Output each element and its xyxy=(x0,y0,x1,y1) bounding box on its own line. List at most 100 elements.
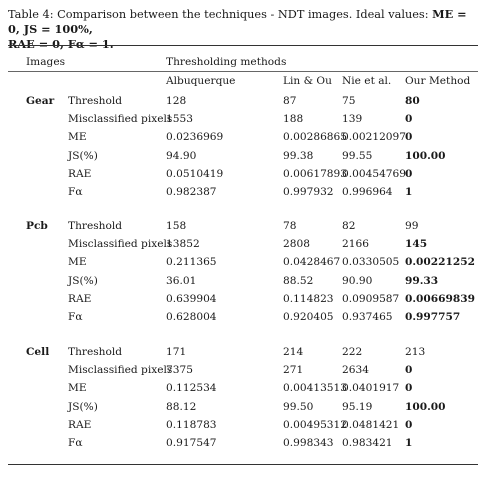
caption-ideal-values-2: RAE = 0, Fα = 1. xyxy=(8,37,114,51)
table-cell: 0.982387 xyxy=(166,186,217,198)
row-label: RAE xyxy=(68,418,92,431)
table-cell: 0.0481421 xyxy=(342,418,400,431)
row-label: JS(%) xyxy=(68,149,98,162)
table-cell: 82 xyxy=(342,220,356,232)
row-label: Misclassified pixels xyxy=(68,238,173,251)
table-cell: 0.0236969 xyxy=(166,131,224,144)
table-cell: 0 xyxy=(405,382,413,395)
row-label: Threshold xyxy=(68,346,123,358)
row-label: Misclassified pixels xyxy=(68,364,173,377)
table-cell: 88.52 xyxy=(283,274,314,287)
table-cell: 1553 xyxy=(166,113,193,126)
table-cell: 171 xyxy=(166,346,187,358)
table-cell: 2808 xyxy=(283,238,310,251)
table-cell: 99.55 xyxy=(342,149,373,162)
table-cell: 0.112534 xyxy=(166,382,217,395)
bottom-rule xyxy=(8,464,478,465)
table-cell: 0.0330505 xyxy=(342,256,400,269)
table-cell: 145 xyxy=(405,238,428,251)
table-cell: 1 xyxy=(405,437,413,449)
table-cell: 0.00413513 xyxy=(283,382,348,395)
table-cell: 78 xyxy=(283,220,297,232)
table-cell: 0.00286865 xyxy=(283,131,348,144)
table-cell: 0.997757 xyxy=(405,311,461,323)
caption-prefix: Table 4: xyxy=(8,8,54,21)
row-label: ME xyxy=(68,382,87,395)
row-label: Fα xyxy=(68,186,83,198)
group-label: Cell xyxy=(26,346,50,358)
table-cell: 75 xyxy=(342,95,356,107)
top-rule xyxy=(8,45,478,46)
row-label: RAE xyxy=(68,167,92,180)
table-cell: 95.19 xyxy=(342,400,373,413)
table-cell: 0.996964 xyxy=(342,186,393,198)
table-cell: 271 xyxy=(283,364,304,377)
table-cell: 99.50 xyxy=(283,400,314,413)
row-label: ME xyxy=(68,256,87,269)
table-cell: 0 xyxy=(405,364,413,377)
header-images: Images xyxy=(26,56,66,68)
header-method-lin-ou: Lin & Ou xyxy=(283,75,332,87)
table-cell: 0.917547 xyxy=(166,437,217,449)
table-cell: 88.12 xyxy=(166,400,197,413)
caption-text: Comparison between the techniques - NDT … xyxy=(57,8,353,21)
header-method-nie: Nie et al. xyxy=(342,75,392,87)
header-thresholding-methods: Thresholding methods xyxy=(166,56,287,68)
table-cell: 0.998343 xyxy=(283,437,334,449)
table-caption: Table 4: Comparison between the techniqu… xyxy=(8,7,478,52)
table-cell: 99 xyxy=(405,220,419,232)
table-cell: 100.00 xyxy=(405,400,446,413)
table-cell: 0.920405 xyxy=(283,311,334,323)
table-cell: 0.00221252 xyxy=(405,256,476,269)
table-cell: 94.90 xyxy=(166,149,197,162)
table-cell: 80 xyxy=(405,95,420,107)
table-cell: 2634 xyxy=(342,364,369,377)
group-label: Gear xyxy=(26,95,55,107)
row-label: RAE xyxy=(68,292,92,305)
table-cell: 87 xyxy=(283,95,297,107)
table-cell: 128 xyxy=(166,95,187,107)
table-cell: 0 xyxy=(405,418,413,431)
table-cell: 0.0401917 xyxy=(342,382,400,395)
row-label: Threshold xyxy=(68,220,123,232)
header-method-ours: Our Method xyxy=(405,75,471,87)
table-cell: 7375 xyxy=(166,364,193,377)
table-cell: 222 xyxy=(342,346,363,358)
table-cell: 0.0428467 xyxy=(283,256,341,269)
table-cell: 99.33 xyxy=(405,274,439,287)
table-cell: 100.00 xyxy=(405,149,446,162)
table-cell: 0 xyxy=(405,167,413,180)
table-cell: 0.00495312 xyxy=(283,418,348,431)
table-cell: 0.211365 xyxy=(166,256,217,269)
caption-ideal-label: Ideal values: xyxy=(355,8,429,21)
table-cell: 1 xyxy=(405,186,413,198)
table-cell: 0.0510419 xyxy=(166,167,224,180)
table-cell: 0.983421 xyxy=(342,437,393,449)
table-cell: 99.38 xyxy=(283,149,314,162)
table-cell: 0.118783 xyxy=(166,418,217,431)
row-label: JS(%) xyxy=(68,400,98,413)
table-cell: 0.0909587 xyxy=(342,292,400,305)
table-cell: 214 xyxy=(283,346,304,358)
table-cell: 36.01 xyxy=(166,274,197,287)
table-cell: 0.114823 xyxy=(283,292,334,305)
table-cell: 188 xyxy=(283,113,304,126)
row-label: Fα xyxy=(68,311,83,323)
table-cell: 0 xyxy=(405,131,413,144)
table-cell: 0.00212097 xyxy=(342,131,407,144)
table-cell: 0.937465 xyxy=(342,311,393,323)
group-label: Pcb xyxy=(26,220,48,232)
row-label: ME xyxy=(68,131,87,144)
table-cell: 2166 xyxy=(342,238,369,251)
row-label: Threshold xyxy=(68,95,123,107)
table-cell: 139 xyxy=(342,113,363,126)
row-label: Fα xyxy=(68,437,83,449)
table-cell: 0.639904 xyxy=(166,292,217,305)
table-cell: 0.00454769 xyxy=(342,167,407,180)
row-label: JS(%) xyxy=(68,274,98,287)
table-cell: 0.00669839 xyxy=(405,292,476,305)
table-cell: 0 xyxy=(405,113,413,126)
table-cell: 0.997932 xyxy=(283,186,334,198)
header-rule xyxy=(8,71,478,72)
table-cell: 0.628004 xyxy=(166,311,217,323)
